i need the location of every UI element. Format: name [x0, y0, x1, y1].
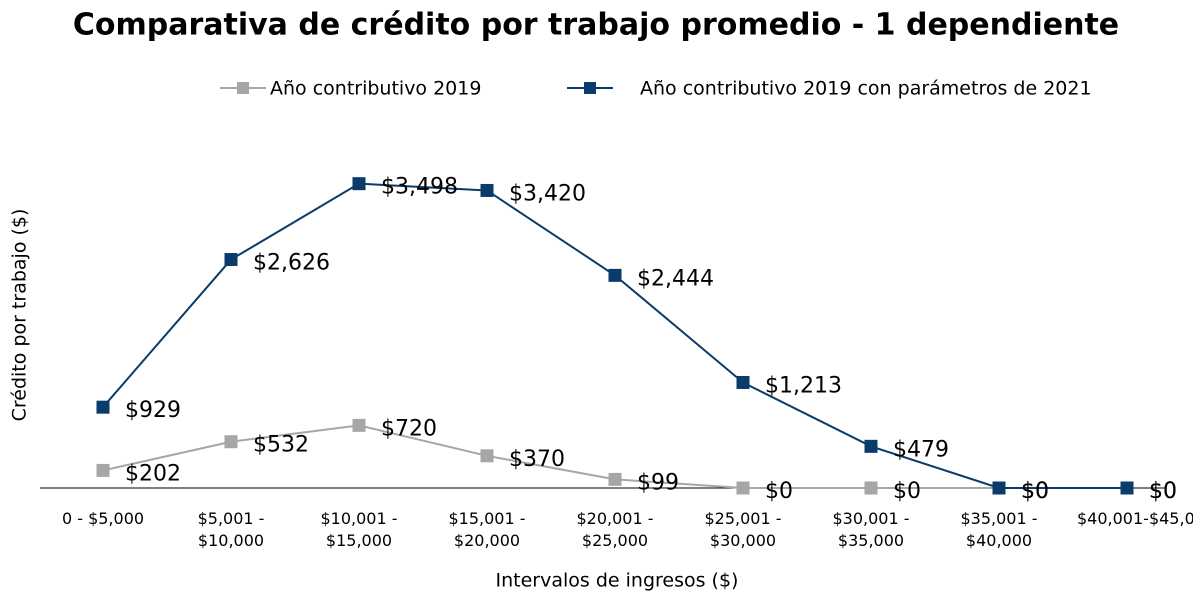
data-label: $370 [509, 447, 565, 472]
x-tick-label: $15,001 - $20,000 [448, 509, 526, 550]
point-marker [736, 481, 750, 495]
point-marker [608, 472, 622, 486]
data-label: $0 [1021, 479, 1049, 504]
point-marker [352, 177, 366, 191]
point-marker [992, 481, 1006, 495]
data-label: $3,498 [381, 175, 458, 200]
point-marker [864, 439, 878, 453]
data-label: $0 [1149, 479, 1177, 504]
legend-marker [584, 82, 596, 94]
data-label: $2,626 [253, 251, 330, 276]
point-marker [96, 463, 110, 477]
point-marker [224, 253, 238, 267]
point-marker [736, 375, 750, 389]
x-tick-label: $25,001 - $30,000 [704, 509, 782, 550]
data-label: $3,420 [509, 181, 586, 206]
data-label: $202 [125, 461, 181, 486]
x-tick-label: $30,001 - $35,000 [832, 509, 910, 550]
x-tick-label: $5,001 - $10,000 [197, 509, 265, 550]
legend-label: Año contributivo 2019 con parámetros de … [640, 78, 1092, 100]
x-tick-label: $10,001 - $15,000 [320, 509, 398, 550]
data-label: $929 [125, 398, 181, 423]
data-label: $2,444 [637, 266, 714, 291]
x-tick-label: $35,001 - $40,000 [960, 509, 1038, 550]
data-label: $479 [893, 437, 949, 462]
point-marker [480, 449, 494, 463]
y-axis-title: Crédito por trabajo ($) [9, 209, 31, 422]
data-label: $720 [381, 416, 437, 441]
x-tick-label: $40,001-$45,000 [1077, 509, 1193, 528]
data-label: $0 [1021, 479, 1049, 504]
x-tick-label: $20,001 - $25,000 [576, 509, 654, 550]
data-label: $99 [637, 470, 679, 495]
chart-title: Comparativa de crédito por trabajo prome… [73, 8, 1119, 43]
data-label: $0 [1149, 479, 1177, 504]
legend-marker [237, 82, 249, 94]
data-label: $532 [253, 433, 309, 458]
point-marker [864, 481, 878, 495]
legend-label: Año contributivo 2019 [270, 78, 481, 100]
data-label: $0 [893, 479, 921, 504]
point-marker [480, 183, 494, 197]
point-marker [352, 418, 366, 432]
data-label: $0 [765, 479, 793, 504]
point-marker [96, 400, 110, 414]
x-tick-label: 0 - $5,000 [61, 509, 145, 528]
point-marker [224, 435, 238, 449]
point-marker [1120, 481, 1134, 495]
data-label: $1,213 [765, 373, 842, 398]
x-axis-title: Intervalos de ingresos ($) [496, 570, 739, 592]
point-marker [608, 268, 622, 282]
